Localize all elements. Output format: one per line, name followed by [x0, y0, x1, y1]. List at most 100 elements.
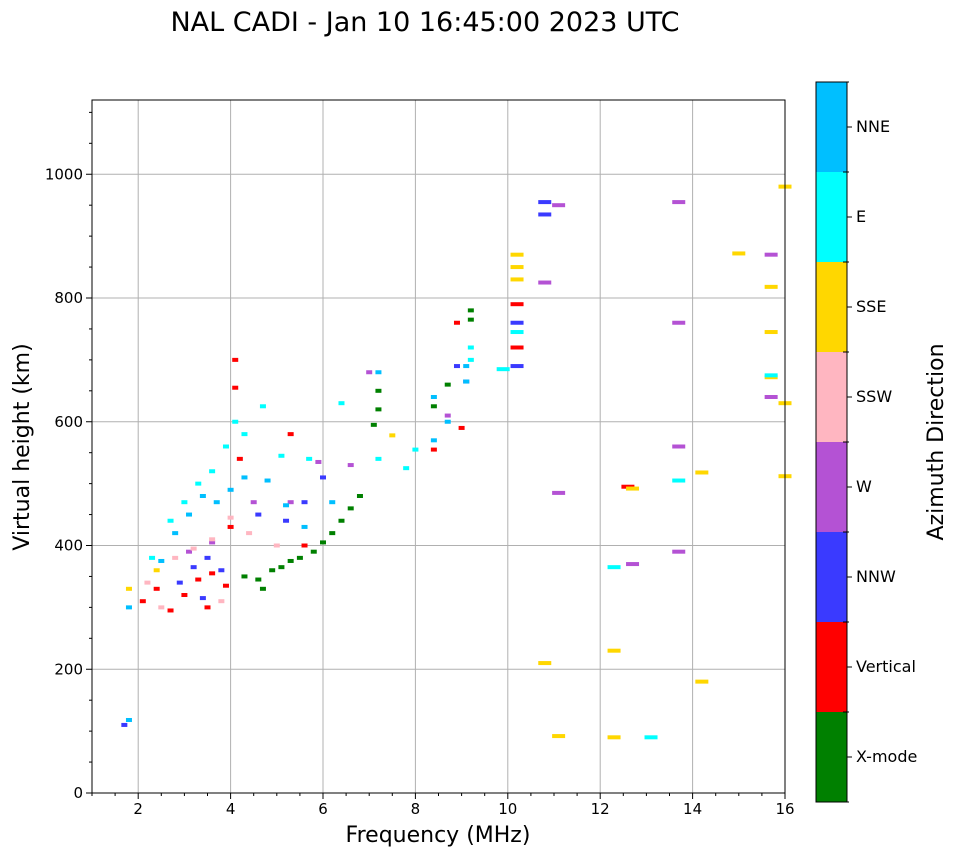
data-point-nne — [172, 531, 179, 536]
data-point-nne — [375, 370, 382, 375]
x-tick-label: 2 — [133, 800, 143, 818]
data-point-nne — [463, 364, 470, 369]
data-point-e — [241, 432, 248, 437]
data-point-x-mode — [444, 382, 451, 387]
data-point-x-mode — [467, 308, 474, 313]
data-point-nnw — [510, 364, 524, 369]
data-point-e — [467, 357, 474, 362]
data-point-nnw — [121, 722, 128, 727]
data-point-x-mode — [287, 558, 294, 563]
data-point-w — [209, 540, 216, 545]
colorbar-label: Azimuth Direction — [924, 343, 949, 540]
colorbar-segment-nnw — [816, 532, 847, 622]
data-point-ssw — [172, 555, 179, 560]
data-point-nnw — [190, 565, 197, 570]
data-point-x-mode — [259, 586, 266, 591]
data-point-e — [278, 453, 285, 458]
data-point-vertical — [204, 605, 211, 610]
colorbar-segment-e — [816, 172, 847, 262]
colorbar-frame — [815, 81, 848, 803]
data-point-nnw — [204, 555, 211, 560]
data-point-sse — [695, 679, 709, 684]
data-point-e — [644, 735, 658, 740]
data-point-w — [366, 370, 373, 375]
data-point-vertical — [287, 432, 294, 437]
colorbar-segment-x-mode — [816, 712, 847, 802]
data-point-sse — [764, 330, 778, 335]
data-point-x-mode — [241, 574, 248, 579]
data-point-sse — [153, 568, 160, 573]
x-tick-label: 14 — [683, 800, 702, 818]
data-point-x-mode — [296, 555, 303, 560]
data-point-e — [222, 444, 229, 449]
data-point-nnw — [538, 212, 552, 217]
data-point-vertical — [236, 456, 243, 461]
data-point-sse — [764, 284, 778, 289]
data-point-vertical — [510, 345, 524, 350]
data-point-nnw — [320, 475, 326, 480]
data-point-sse — [552, 734, 566, 739]
data-point-sse — [389, 433, 396, 438]
data-point-nne — [158, 558, 165, 563]
y-tick-label: 0 — [73, 784, 83, 802]
data-point-nne — [430, 395, 437, 399]
data-point-sse — [695, 470, 709, 475]
data-point-vertical — [458, 425, 465, 430]
data-point-x-mode — [310, 549, 317, 554]
colorbar-tick-label: X-mode — [856, 747, 917, 766]
colorbar-segment-w — [816, 442, 847, 532]
x-tick-label: 10 — [498, 800, 517, 818]
data-point-vertical — [232, 385, 239, 390]
data-point-x-mode — [375, 388, 382, 393]
data-point-nnw — [510, 320, 524, 325]
colorbar-tick-label: NNW — [856, 567, 896, 586]
colorbar-segment-vertical — [816, 622, 847, 712]
data-point-nne — [213, 500, 220, 505]
data-point-e — [412, 447, 419, 452]
data-point-w — [626, 562, 640, 567]
data-point-e — [375, 456, 382, 461]
data-point-sse — [538, 661, 552, 666]
data-point-nnw — [199, 596, 206, 601]
data-point-ssw — [209, 537, 216, 542]
data-point-e — [510, 330, 524, 335]
x-tick-label: 4 — [226, 800, 236, 818]
data-point-e — [232, 419, 239, 424]
data-point-x-mode — [375, 407, 382, 412]
data-point-x-mode — [329, 531, 336, 536]
data-point-e — [167, 518, 174, 523]
data-point-ssw — [190, 546, 197, 551]
data-point-vertical — [167, 608, 174, 613]
data-point-e — [209, 469, 216, 474]
data-point-nnw — [176, 580, 183, 585]
data-point-nne — [125, 605, 132, 610]
data-point-vertical — [139, 599, 146, 604]
data-point-e — [195, 481, 202, 486]
data-point-w — [764, 395, 778, 399]
data-point-e — [403, 466, 410, 471]
data-point-sse — [510, 277, 524, 282]
data-point-e — [149, 555, 156, 560]
x-tick-label: 8 — [411, 800, 421, 818]
data-point-e — [496, 367, 510, 372]
data-point-nne — [283, 503, 290, 508]
y-axis-ticks: 0 200 400 600 800 1000 — [45, 111, 92, 802]
data-point-w — [287, 500, 294, 505]
data-point-nne — [329, 500, 336, 505]
data-point-nne — [227, 487, 234, 492]
data-point-nne — [463, 379, 470, 384]
data-point-sse — [626, 486, 640, 491]
data-point-ssw — [246, 531, 253, 536]
data-point-w — [672, 444, 686, 449]
colorbar-segment-nne — [816, 82, 847, 172]
data-point-vertical — [222, 583, 229, 588]
data-point-ssw — [144, 580, 151, 585]
data-point-sse — [510, 252, 524, 257]
data-point-w — [444, 413, 451, 418]
data-point-ssw — [218, 599, 225, 604]
data-point-vertical — [453, 320, 460, 325]
colorbar-tick-label: NNE — [856, 117, 890, 136]
data-point-ssw — [227, 515, 234, 520]
data-point-e — [672, 478, 686, 483]
data-point-nne — [301, 524, 308, 529]
